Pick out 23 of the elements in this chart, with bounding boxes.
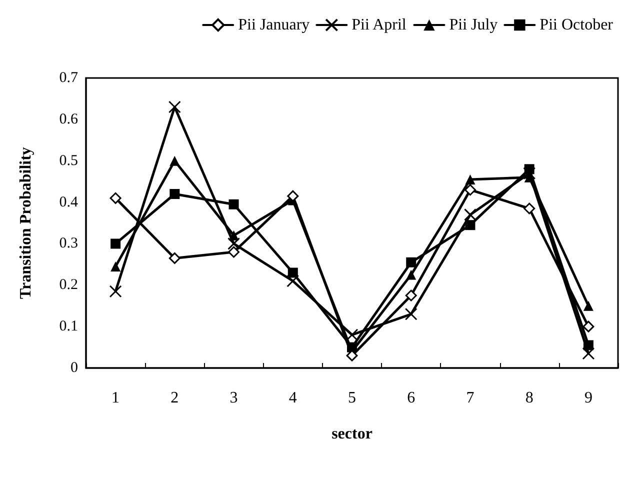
y-axis-title: Transition Probability [18,147,34,299]
legend-label: Pii January [238,16,310,34]
y-tick-label: 0.7 [59,70,78,86]
y-tick-label: 0.1 [59,318,78,335]
y-tick-label: 0.3 [59,236,78,252]
legend-label: Pii April [352,16,407,34]
x-tick-label: 1 [112,390,120,406]
y-tick-label: 0.5 [59,152,78,169]
legend-label: Pii October [540,16,614,34]
y-tick-label: 0.2 [59,277,78,294]
y-tick-label: 0.4 [59,194,78,210]
x-tick-label: 9 [584,390,592,406]
x-tick-label: 5 [348,390,356,406]
x-tick-label: 7 [466,390,474,406]
y-tick-label: 0.6 [59,111,78,128]
x-tick-label: 3 [230,390,238,406]
y-tick-label: 0 [70,360,78,376]
x-tick-label: 4 [288,390,297,406]
x-tick-label: 8 [525,390,534,406]
x-tick-label: 6 [407,390,416,406]
x-tick-label: 2 [170,390,179,406]
x-axis-title: sector [332,426,372,442]
legend-label: Pii July [449,16,498,34]
